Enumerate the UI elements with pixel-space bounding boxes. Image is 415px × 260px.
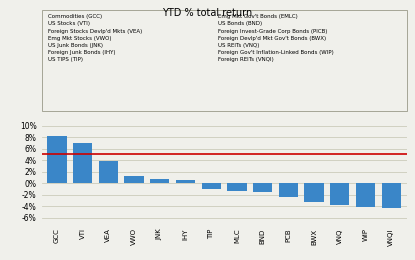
Bar xyxy=(356,183,375,207)
Bar xyxy=(124,176,144,183)
Bar xyxy=(47,136,66,183)
Bar xyxy=(150,179,169,183)
Bar xyxy=(73,143,92,183)
Bar xyxy=(253,183,272,192)
Bar xyxy=(305,183,324,202)
Bar xyxy=(99,161,118,183)
Bar xyxy=(330,183,349,205)
Bar xyxy=(279,183,298,197)
Bar xyxy=(176,180,195,183)
Text: Emg Mkt Gov't Bonds (EMLC)
US Bonds (BND)
Foreign Invest-Grade Corp Bonds (PICB): Emg Mkt Gov't Bonds (EMLC) US Bonds (BND… xyxy=(218,14,334,62)
Text: YTD % total return: YTD % total return xyxy=(162,8,253,18)
Bar xyxy=(382,183,401,207)
Text: Commodities (GCC)
US Stocks (VTI)
Foreign Stocks Devlp'd Mkts (VEA)
Emg Mkt Stoc: Commodities (GCC) US Stocks (VTI) Foreig… xyxy=(48,14,142,62)
Bar xyxy=(202,183,221,188)
Bar xyxy=(227,183,247,191)
